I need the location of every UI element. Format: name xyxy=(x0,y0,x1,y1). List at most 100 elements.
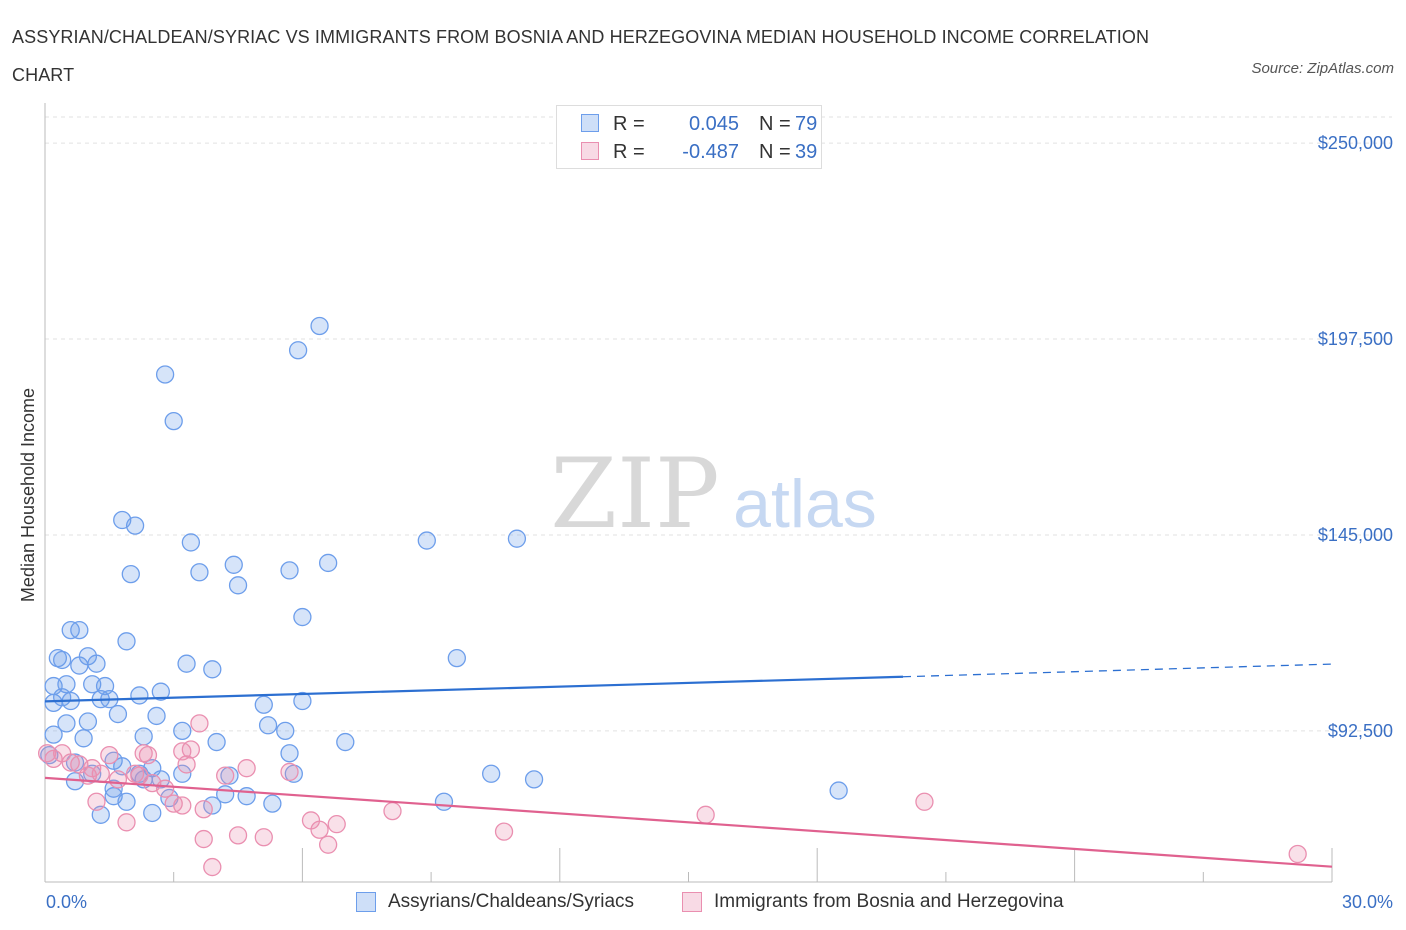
x-tick-label: 0.0% xyxy=(46,892,87,912)
data-point xyxy=(100,745,119,765)
data-point xyxy=(164,411,183,431)
watermark-zip: ZIP xyxy=(550,438,719,550)
data-point xyxy=(173,796,192,815)
data-point xyxy=(216,785,235,804)
y-axis-label: Median Household Income xyxy=(18,388,38,602)
data-point xyxy=(117,632,136,651)
series-assyrians xyxy=(40,316,848,824)
data-point xyxy=(254,828,273,847)
data-point xyxy=(143,803,162,823)
series-legend: Assyrians/Chaldeans/Syriacs Immigrants f… xyxy=(0,888,1406,916)
data-point xyxy=(173,721,192,741)
data-point xyxy=(74,729,93,748)
source-credit: Source: ZipAtlas.com xyxy=(1251,60,1394,77)
data-point xyxy=(254,695,273,714)
legend-swatch-pink xyxy=(682,892,702,912)
data-point xyxy=(447,648,466,668)
correlation-legend: R = 0.045 N = 79 R = -0.487 N = 39 xyxy=(556,105,822,169)
data-point xyxy=(288,341,308,360)
data-point xyxy=(276,721,295,741)
n-value: 79 xyxy=(795,113,818,135)
trend-line-assyrians xyxy=(44,675,904,703)
data-point xyxy=(134,727,153,746)
data-point xyxy=(228,826,248,845)
y-tick-label: $145,000 xyxy=(1318,525,1393,545)
legend-label: Immigrants from Bosnia and Herzegovina xyxy=(714,891,1064,912)
data-point xyxy=(177,755,196,774)
watermark: ZIP atlas xyxy=(550,438,876,550)
grid-lines xyxy=(45,116,1392,732)
legend-swatch-blue xyxy=(581,114,599,132)
r-label: R = xyxy=(613,113,645,135)
data-point xyxy=(237,759,256,778)
data-point xyxy=(130,686,149,705)
data-point xyxy=(494,822,514,841)
data-point xyxy=(237,787,256,806)
data-point xyxy=(190,563,209,582)
data-point xyxy=(280,561,299,580)
legend-label: Assyrians/Chaldeans/Syriacs xyxy=(388,891,635,912)
data-point xyxy=(336,732,355,752)
data-point xyxy=(108,704,128,724)
watermark-atlas: atlas xyxy=(733,466,877,542)
data-point xyxy=(194,829,213,849)
data-point xyxy=(151,682,170,701)
data-point xyxy=(181,533,201,552)
data-point xyxy=(57,675,76,694)
data-point xyxy=(108,770,128,789)
data-point xyxy=(280,744,299,763)
data-point xyxy=(91,764,110,783)
data-point xyxy=(1288,844,1307,864)
data-point xyxy=(327,815,346,834)
data-point xyxy=(280,762,299,782)
legend-swatch-pink xyxy=(581,142,599,160)
axes xyxy=(44,103,1333,883)
data-point xyxy=(207,732,226,752)
data-point xyxy=(181,740,201,759)
data-point xyxy=(78,712,98,731)
data-point xyxy=(155,779,175,798)
data-point xyxy=(293,691,312,711)
n-label: N = xyxy=(759,141,791,163)
data-point xyxy=(310,316,329,336)
data-point xyxy=(224,555,243,574)
data-point xyxy=(318,553,338,573)
r-label: R = xyxy=(613,141,645,163)
data-point xyxy=(507,529,527,548)
legend-swatch-blue xyxy=(356,892,376,912)
data-point xyxy=(203,660,222,679)
data-point xyxy=(44,725,63,744)
data-point xyxy=(310,820,329,839)
data-point xyxy=(104,779,123,798)
trend-line-assyrians-extension xyxy=(902,663,1333,678)
trend-line-bosnia xyxy=(44,776,1333,868)
data-point xyxy=(258,716,278,735)
data-point xyxy=(318,835,338,854)
data-point xyxy=(155,365,175,384)
data-point xyxy=(87,792,106,811)
data-point xyxy=(829,781,848,800)
data-point xyxy=(482,764,501,783)
data-point xyxy=(138,745,158,765)
data-point xyxy=(53,650,72,670)
data-point xyxy=(383,801,402,821)
data-point xyxy=(417,531,436,550)
data-point xyxy=(147,706,166,726)
data-point xyxy=(203,857,222,877)
data-point xyxy=(70,620,89,640)
data-point xyxy=(117,813,136,832)
data-point xyxy=(293,607,312,627)
data-point xyxy=(177,654,196,673)
r-value: 0.045 xyxy=(688,113,739,135)
data-point xyxy=(190,714,209,733)
y-tick-label: $250,000 xyxy=(1318,133,1393,153)
n-value: 39 xyxy=(795,141,818,163)
data-point xyxy=(57,714,76,733)
data-point xyxy=(915,792,934,811)
data-point xyxy=(524,770,544,789)
data-point xyxy=(228,576,248,595)
data-point xyxy=(696,805,715,824)
data-point xyxy=(194,800,213,819)
data-point xyxy=(216,766,235,785)
